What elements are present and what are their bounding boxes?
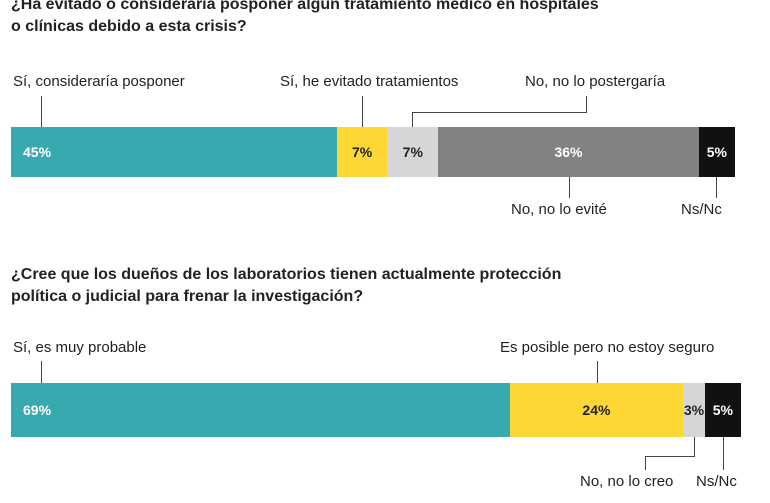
chart2-title-line2: política o judicial para frenar la inves…: [11, 288, 364, 305]
chart2-leader-3-v2: [645, 456, 646, 470]
chart1-legend-label-1: Sí, consideraría posponer: [13, 73, 185, 90]
chart2-leader-1: [41, 361, 42, 383]
chart1-leader-4: [569, 177, 570, 198]
chart1-leader-5: [716, 177, 717, 198]
chart1-segment-5: 5%: [698, 127, 735, 177]
chart1-segment-3: 7%: [387, 127, 439, 177]
chart1-leader-3-h: [412, 112, 586, 113]
chart1-stacked-bar: 45% 7% 7% 36% 5%: [11, 127, 735, 177]
chart1-segment-4: 36%: [438, 127, 699, 177]
chart2-segment-1: 69%: [11, 383, 510, 437]
chart1-leader-3-v1: [586, 96, 587, 113]
chart2-segment-4: 5%: [704, 383, 741, 437]
chart2-legend-label-1: Sí, es muy probable: [13, 339, 147, 356]
chart1-leader-3-v2: [412, 112, 413, 127]
chart1-title-line1: ¿Ha evitado o consideraría posponer algú…: [11, 0, 599, 13]
chart1-value-label-1: 45%: [23, 144, 52, 160]
chart1-leader-1: [41, 96, 42, 127]
chart1-legend-label-5: Ns/Nc: [681, 201, 722, 218]
chart2-segment-3: 3%: [683, 383, 705, 437]
chart1-value-label-4: 36%: [554, 144, 583, 160]
chart2-title: ¿Cree que los dueños de los laboratorios…: [11, 264, 561, 308]
chart1-title: ¿Ha evitado o consideraría posponer algú…: [11, 0, 599, 38]
chart1-segment-2: 7%: [336, 127, 388, 177]
chart2-segment-2: 24%: [509, 383, 684, 437]
chart1-legend-label-4: No, no lo evité: [511, 201, 607, 218]
chart1-value-label-3: 7%: [402, 144, 423, 160]
chart2-title-line1: ¿Cree que los dueños de los laboratorios…: [11, 266, 562, 283]
chart1-legend-label-2: Sí, he evitado tratamientos: [280, 73, 459, 90]
chart2-value-label-4: 5%: [712, 402, 734, 418]
chart2-legend-label-2: Es posible pero no estoy seguro: [500, 339, 715, 356]
chart1-leader-2: [362, 96, 363, 127]
chart2-leader-2: [597, 361, 598, 383]
chart2-leader-3-h: [645, 456, 695, 457]
chart1-title-line2: o clínicas debido a esta crisis?: [11, 18, 247, 35]
chart1-legend-label-3: No, no lo postergaría: [525, 73, 666, 90]
chart2-value-label-3: 3%: [683, 402, 705, 418]
chart1-segment-1: 45%: [11, 127, 337, 177]
chart2-leader-3-v1: [694, 437, 695, 457]
chart1-value-label-5: 5%: [706, 144, 727, 160]
chart2-value-label-2: 24%: [582, 402, 611, 418]
chart2-stacked-bar: 69% 24% 3% 5%: [11, 383, 741, 437]
chart2-leader-4: [723, 437, 724, 470]
chart2-legend-label-3: No, no lo creo: [580, 473, 674, 490]
chart2-value-label-1: 69%: [23, 402, 52, 418]
chart2-legend-label-4: Ns/Nc: [696, 473, 737, 490]
chart1-value-label-2: 7%: [352, 144, 373, 160]
